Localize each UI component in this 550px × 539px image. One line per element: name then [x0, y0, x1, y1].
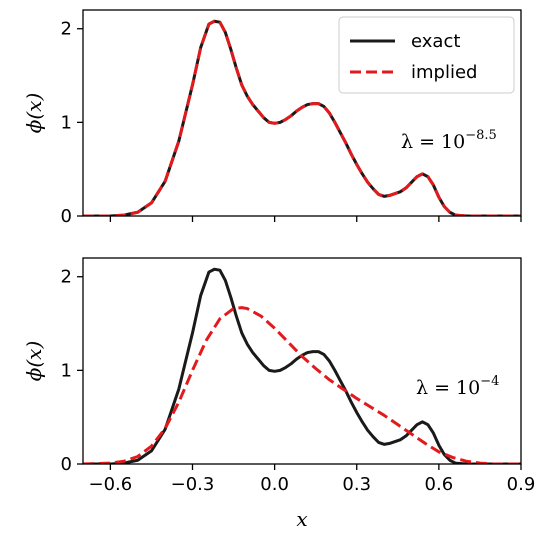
- legend-label-implied: implied: [411, 62, 477, 83]
- y-tick-label: 0: [61, 206, 72, 227]
- x-tick-label: −0.6: [89, 474, 133, 495]
- lambda-annotation: λ = 10−4: [416, 374, 499, 399]
- series-line-implied: [83, 19, 521, 216]
- y-tick-label: 1: [61, 360, 72, 381]
- panel-2: −0.6 −0.3 0.0 0.3 0.6 0.9 0 1 2 ϕ(x) x λ = 10−4: [22, 257, 536, 531]
- y-tick-label: 1: [61, 112, 72, 133]
- legend-box: [338, 16, 515, 94]
- y-tick-label: 0: [61, 454, 72, 475]
- legend-label-exact: exact: [411, 31, 460, 52]
- x-tick-label: 0.3: [342, 474, 371, 495]
- plot-frame: [82, 257, 522, 465]
- y-axis-label: ϕ(x): [22, 93, 46, 134]
- x-tick-label: 0.9: [507, 474, 536, 495]
- y-tick-label: 2: [61, 267, 72, 288]
- x-tick-label: 0.6: [425, 474, 454, 495]
- legend: exact implied: [338, 16, 515, 94]
- series-line-implied: [83, 306, 521, 464]
- lambda-exponent: −4: [480, 374, 499, 389]
- plot-frame: [82, 9, 522, 217]
- lambda-base: λ = 10: [401, 131, 465, 153]
- x-axis-label: x: [296, 507, 307, 531]
- series-line-exact: [83, 267, 521, 464]
- panel-1: 0 1 2 ϕ(x) λ = 10−8.5 exact implied: [22, 9, 522, 227]
- lambda-base: λ = 10: [416, 377, 480, 399]
- x-tick-label: 0.0: [260, 474, 289, 495]
- x-tick-label: −0.3: [171, 474, 215, 495]
- lambda-exponent: −8.5: [465, 128, 497, 143]
- y-axis-label: ϕ(x): [22, 341, 46, 382]
- lambda-annotation: λ = 10−8.5: [401, 128, 497, 153]
- y-tick-label: 2: [61, 19, 72, 40]
